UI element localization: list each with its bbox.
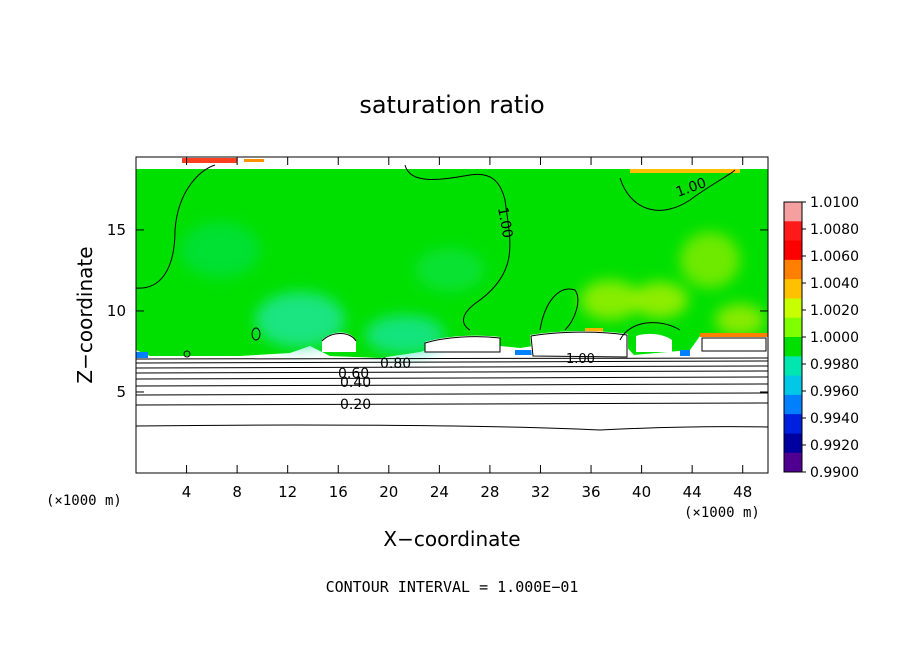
z-unit-label: (×1000 m) — [46, 493, 122, 509]
colorbar-tick-label: 1.0000 — [810, 330, 859, 346]
x-tick-label: 24 — [430, 483, 449, 501]
x-tick-label: 4 — [182, 483, 192, 501]
contour-label: 0.80 — [380, 356, 411, 372]
contour-interval-note: CONTOUR INTERVAL = 1.000E−01 — [326, 578, 579, 596]
colorbar-tick-label: 1.0020 — [810, 303, 859, 319]
x-axis: 4 8 12 16 20 24 28 32 36 40 44 48 — [182, 157, 752, 501]
x-tick-label: 8 — [232, 483, 242, 501]
y-axis-label: Z−coordinate — [73, 246, 97, 383]
colorbar-tick-label: 0.9960 — [810, 384, 859, 400]
x-tick-label: 16 — [329, 483, 348, 501]
colorbar: 1.0100 1.0080 1.0060 1.0040 1.0020 1.0000 0.99… — [783, 195, 859, 481]
colorbar-tick-label: 0.9940 — [810, 411, 859, 427]
colorbar-segment — [784, 279, 802, 299]
colorbar-segment — [784, 317, 802, 338]
colorbar-segment — [784, 433, 802, 454]
colorbar-segment — [784, 221, 802, 242]
contour-label: 0.20 — [340, 397, 371, 413]
x-axis-label: X−coordinate — [383, 527, 520, 551]
x-tick-label: 44 — [683, 483, 702, 501]
colorbar-segment — [784, 452, 802, 473]
colorbar-tick-label: 0.9900 — [810, 465, 859, 481]
colorbar-segment — [784, 356, 802, 377]
contour-label: 0.60 — [338, 366, 369, 382]
plot-frame — [135, 156, 769, 474]
x-tick-label: 12 — [278, 483, 297, 501]
y-tick-label: 15 — [107, 221, 126, 239]
x-tick-label: 40 — [632, 483, 651, 501]
colorbar-tick-label: 1.0080 — [810, 222, 859, 238]
colorbar-segment — [784, 375, 802, 396]
contour-label: 1.00 — [566, 352, 595, 367]
x-tick-label: 20 — [379, 483, 398, 501]
contour-label: 0.40 — [340, 375, 371, 391]
colorbar-segment — [784, 414, 802, 434]
field-variations — [180, 222, 765, 355]
colorbar-tick-label: 1.0100 — [810, 195, 859, 211]
x-tick-label: 32 — [531, 483, 550, 501]
y-axis: 5 10 15 — [107, 221, 768, 401]
chart-title: saturation ratio — [359, 91, 544, 119]
x-tick-label: 36 — [581, 483, 600, 501]
colorbar-tick-label: 0.9980 — [810, 357, 859, 373]
colorbar-segment — [784, 298, 802, 319]
contour-label: 1.00 — [494, 206, 515, 239]
x-tick-label: 28 — [480, 483, 499, 501]
colorbar-tick-label: 1.0060 — [810, 249, 859, 265]
y-tick-label: 10 — [107, 302, 126, 320]
colorbar-segment — [784, 394, 802, 415]
colorbar-segment — [784, 240, 802, 261]
colorbar-segment — [784, 259, 802, 280]
colorbar-segment — [784, 202, 802, 222]
x-unit-label: (×1000 m) — [684, 505, 760, 521]
colorbar-tick-label: 0.9920 — [810, 438, 859, 454]
colorbar-tick-label: 1.0040 — [810, 276, 859, 292]
heatmap-field — [136, 157, 768, 473]
y-tick-label: 5 — [116, 383, 126, 401]
colorbar-segment — [784, 337, 802, 357]
x-tick-label: 48 — [733, 483, 752, 501]
